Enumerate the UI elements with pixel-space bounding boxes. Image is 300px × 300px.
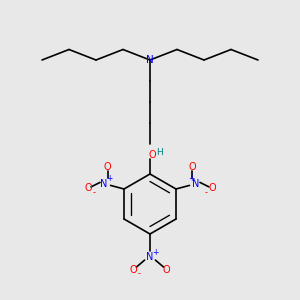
Text: +: + bbox=[106, 174, 112, 183]
Text: O: O bbox=[163, 265, 170, 275]
Text: N: N bbox=[146, 55, 154, 65]
Text: N: N bbox=[146, 252, 154, 262]
Text: O: O bbox=[130, 265, 137, 275]
Text: -: - bbox=[205, 188, 208, 197]
Text: +: + bbox=[188, 174, 194, 183]
Text: -: - bbox=[138, 269, 141, 278]
Text: O: O bbox=[104, 162, 111, 172]
Text: N: N bbox=[192, 179, 200, 189]
Text: H: H bbox=[156, 148, 163, 157]
Text: O: O bbox=[208, 183, 216, 193]
Text: N: N bbox=[100, 179, 108, 189]
Text: O: O bbox=[189, 162, 196, 172]
Text: O: O bbox=[148, 150, 156, 161]
Text: O: O bbox=[84, 183, 92, 193]
Text: -: - bbox=[92, 188, 95, 197]
Text: +: + bbox=[152, 248, 159, 257]
